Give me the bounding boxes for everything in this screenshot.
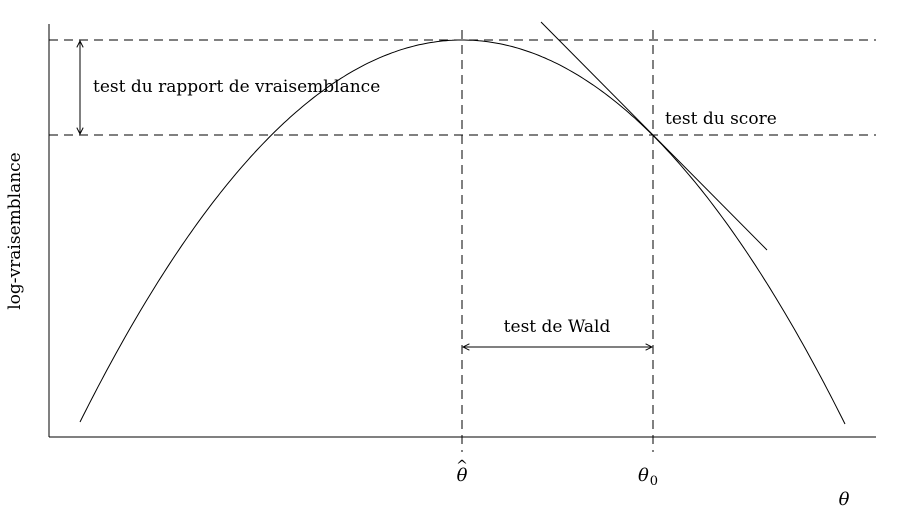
theta-hat-label: θ (457, 465, 468, 486)
wald-test-label: test de Wald (504, 317, 611, 337)
log-likelihood-curve (79, 39, 846, 425)
score-test-label: test du score (665, 109, 777, 129)
theta-zero-label: θ0 (638, 465, 658, 489)
lrt-label: test du rapport de vraisemblance (93, 77, 380, 97)
y-axis-label: log-vraisemblance (5, 152, 25, 310)
x-axis-label: θ (839, 489, 850, 510)
score-tangent-line (540, 21, 768, 251)
theta-hat-accent: ^ (456, 458, 468, 474)
